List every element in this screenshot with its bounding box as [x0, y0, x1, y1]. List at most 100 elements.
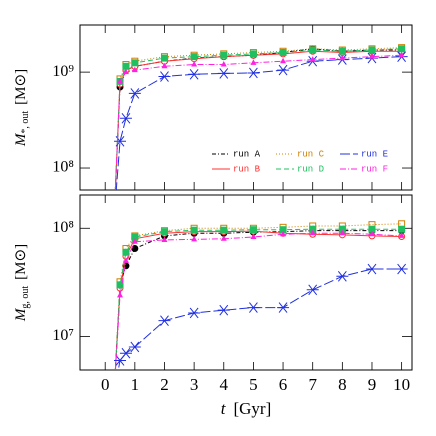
legend-label: run B	[233, 164, 261, 174]
marker	[249, 226, 257, 234]
marker	[116, 281, 124, 289]
marker	[279, 49, 287, 57]
marker	[188, 307, 201, 319]
plot-area	[108, 44, 408, 223]
y-tick-label: 10⁷	[52, 327, 74, 344]
marker	[249, 50, 257, 58]
marker	[368, 53, 375, 59]
y-label-sub: *, out	[20, 111, 31, 134]
x-tick-label: 3	[190, 375, 199, 394]
marker	[280, 57, 287, 64]
marker	[160, 54, 168, 62]
marker	[395, 263, 408, 275]
legend-label: run C	[297, 149, 325, 159]
marker	[122, 68, 129, 75]
marker	[122, 62, 130, 70]
plot-frame	[79, 194, 413, 371]
y-label-main: M	[13, 307, 29, 322]
marker	[368, 230, 375, 237]
marker	[191, 61, 198, 67]
y-label-sub: g, out	[20, 286, 31, 309]
series-line	[114, 50, 402, 190]
marker	[336, 270, 349, 282]
marker	[117, 77, 124, 84]
y-label-main: M	[13, 132, 29, 147]
series-line	[114, 230, 402, 370]
marker	[217, 304, 230, 316]
marker	[111, 390, 117, 396]
x-tick-label: 0	[101, 375, 110, 394]
marker	[220, 61, 227, 67]
marker	[368, 46, 376, 54]
marker	[111, 215, 117, 221]
x-tick-label: 5	[249, 375, 258, 394]
marker	[117, 291, 124, 298]
x-tick-label: 8	[338, 375, 347, 394]
marker	[111, 390, 117, 396]
marker	[250, 59, 257, 65]
marker	[247, 67, 260, 79]
marker	[306, 284, 319, 296]
x-tick-label: 7	[308, 375, 317, 394]
marker	[158, 71, 171, 82]
marker	[108, 213, 120, 223]
marker	[108, 388, 120, 398]
marker	[365, 263, 378, 275]
x-tick-label: 2	[160, 375, 169, 394]
y-tick-label: 10⁹	[52, 63, 74, 80]
marker	[309, 229, 316, 236]
x-tick-label: 6	[279, 375, 288, 394]
y-axis-label: M*, out [M⊙]	[13, 69, 31, 147]
y-axis-label: Mg, out [M⊙]	[13, 244, 31, 322]
marker	[131, 59, 139, 67]
marker	[128, 341, 141, 353]
marker	[111, 390, 117, 396]
x-tick-label: 1	[131, 375, 140, 394]
marker	[111, 215, 117, 221]
plot-area	[108, 220, 408, 398]
series-line	[114, 223, 402, 370]
marker	[188, 68, 201, 80]
marker	[250, 233, 257, 240]
x-tick-label: 10	[393, 375, 410, 394]
marker	[277, 64, 290, 76]
marker	[131, 238, 138, 244]
marker	[339, 54, 346, 61]
y-tick-label: 10⁸	[52, 219, 74, 236]
marker	[111, 215, 117, 221]
legend-label: run D	[297, 164, 324, 174]
marker	[122, 257, 129, 263]
marker	[161, 236, 168, 242]
marker	[309, 46, 317, 54]
legend-label: run F	[361, 164, 388, 174]
marker	[398, 45, 406, 53]
marker	[128, 88, 141, 99]
marker	[220, 226, 228, 234]
marker	[111, 215, 117, 221]
marker	[111, 215, 117, 221]
x-label-unit: [Gyr]	[233, 399, 271, 418]
legend-label: run E	[361, 149, 388, 159]
series-line	[114, 48, 402, 190]
x-label-main: t	[221, 399, 227, 418]
series-line	[117, 268, 402, 370]
marker	[398, 225, 406, 233]
marker	[111, 390, 117, 396]
marker	[122, 248, 130, 256]
series-line	[114, 232, 402, 370]
marker	[247, 302, 260, 313]
marker	[220, 235, 227, 241]
marker	[280, 230, 287, 237]
legend-label: run A	[233, 149, 261, 159]
marker	[119, 347, 132, 359]
marker	[398, 232, 405, 238]
x-tick-label: 4	[220, 375, 229, 394]
y-label-unit: [M⊙]	[13, 69, 29, 105]
marker	[119, 112, 132, 124]
marker	[161, 62, 168, 69]
marker	[190, 226, 198, 234]
series-line	[114, 228, 402, 370]
marker	[309, 56, 316, 62]
series-line	[114, 230, 402, 370]
